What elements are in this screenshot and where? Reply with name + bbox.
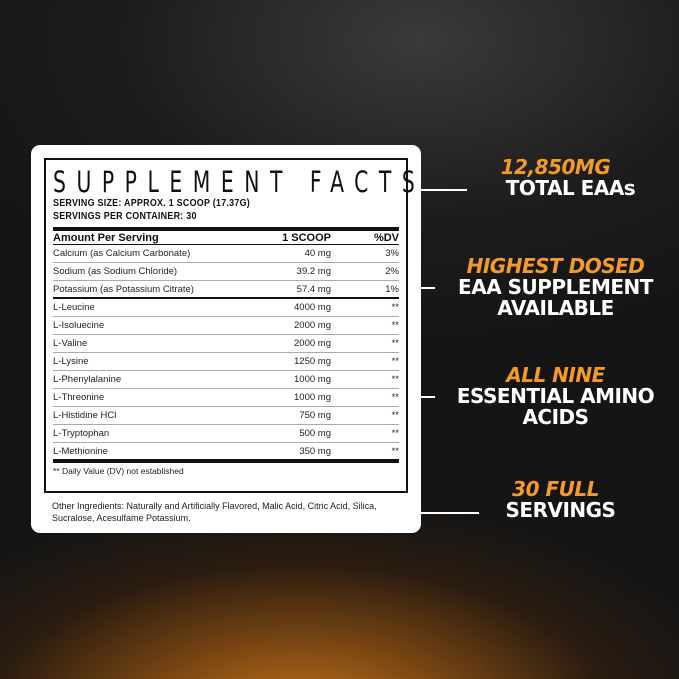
claim-text: SERVINGS [505, 498, 616, 522]
connector-line [421, 396, 435, 398]
nutrient-dv: ** [391, 392, 399, 403]
claim-highlight: 12,850MG [500, 155, 611, 179]
nutrient-dv: ** [391, 374, 399, 385]
connector-line [421, 287, 435, 289]
nutrient-name: L-Tryptophan [53, 428, 110, 439]
nutrient-dv: ** [391, 302, 399, 313]
claim-highlight: ALL NINE [506, 363, 605, 387]
nutrient-name: Potassium (as Potassium Citrate) [53, 283, 194, 295]
nutrient-name: L-Lysine [53, 356, 89, 367]
table-row: L-Isoluecine 2000 mg ** [53, 317, 399, 335]
nutrient-amount: 40 mg [304, 248, 331, 259]
nutrient-amount: 4000 mg [294, 302, 331, 313]
label-title: SUPPLEMENT FACTS [53, 165, 426, 199]
claim-text: ACIDS [522, 405, 589, 429]
claim-text: AVAILABLE [497, 296, 614, 320]
nutrient-name: L-Valine [53, 338, 88, 349]
serving-size: SERVING SIZE: APPROX. 1 SCOOP (17.37G) [53, 197, 251, 209]
table-row: L-Lysine 1250 mg ** [53, 353, 399, 371]
nutrient-name: Sodium (as Sodium Chloride) [53, 266, 178, 277]
claim-all-nine: ALL NINE ESSENTIAL AMINO ACIDS [432, 365, 679, 428]
table-row: Sodium (as Sodium Chloride) 39.2 mg 2% [53, 263, 399, 281]
nutrient-dv: 3% [385, 248, 399, 259]
table-row: L-Tryptophan 500 mg ** [53, 425, 399, 443]
claim-highlight: HIGHEST DOSED [466, 254, 645, 278]
claim-highlight: 30 FULL [512, 477, 599, 501]
nutrient-name: Calcium (as Calcium Carbonate) [53, 248, 191, 259]
table-row: L-Methionine 350 mg ** [53, 443, 399, 463]
nutrient-name: L-Isoluecine [53, 320, 105, 331]
claim-text: EAA SUPPLEMENT [458, 275, 653, 299]
nutrient-amount: 350 mg [299, 445, 331, 457]
nutrient-name: L-Threonine [53, 392, 105, 403]
connector-line [421, 512, 479, 514]
nutrient-amount: 750 mg [299, 410, 331, 421]
header-dv: %DV [373, 231, 399, 244]
table-row: L-Valine 2000 mg ** [53, 335, 399, 353]
nutrient-dv: ** [391, 445, 399, 457]
claim-servings: 30 FULL SERVINGS [432, 479, 679, 521]
table-row: Potassium (as Potassium Citrate) 57.4 mg 1… [53, 281, 399, 299]
nutrient-amount: 57.4 mg [296, 283, 331, 295]
nutrient-amount: 1250 mg [294, 356, 331, 367]
claim-text: ESSENTIAL AMINO [456, 384, 655, 408]
header-amount: Amount Per Serving [53, 231, 159, 244]
supplement-facts-panel: SUPPLEMENT FACTS SERVING SIZE: APPROX. 1… [44, 158, 426, 493]
nutrient-dv: ** [391, 338, 399, 349]
claim-total-eaas: 12,850MG TOTAL EAAs [432, 157, 679, 199]
nutrient-name: L-Leucine [53, 302, 95, 313]
connector-line [421, 189, 467, 191]
table-row: Calcium (as Calcium Carbonate) 40 mg 3% [53, 245, 399, 263]
nutrient-dv: ** [391, 410, 399, 421]
table-header: Amount Per Serving 1 SCOOP %DV [53, 227, 399, 245]
table-row: L-Histidine HCl 750 mg ** [53, 407, 399, 425]
supplement-facts-card: SUPPLEMENT FACTS SERVING SIZE: APPROX. 1… [31, 145, 421, 533]
nutrient-amount: 1000 mg [294, 392, 331, 403]
nutrient-name: L-Phenylalanine [53, 374, 122, 385]
nutrient-dv: ** [391, 356, 399, 367]
nutrient-dv: ** [391, 320, 399, 331]
nutrient-amount: 2000 mg [294, 338, 331, 349]
claim-highest-dosed: HIGHEST DOSED EAA SUPPLEMENT AVAILABLE [432, 256, 679, 319]
servings-per-container: SERVINGS PER CONTAINER: 30 [53, 210, 197, 222]
nutrient-amount: 500 mg [299, 428, 331, 439]
header-scoop: 1 SCOOP [282, 231, 331, 244]
other-ingredients: Other Ingredients: Naturally and Artific… [52, 501, 377, 523]
nutrient-dv: 2% [385, 266, 399, 277]
claim-text: TOTAL EAAs [505, 176, 636, 200]
nutrient-name: L-Methionine [53, 445, 108, 457]
nutrient-dv: 1% [385, 283, 399, 295]
nutrient-dv: ** [391, 428, 399, 439]
nutrient-amount: 2000 mg [294, 320, 331, 331]
nutrient-amount: 39.2 mg [296, 266, 331, 277]
table-row: L-Threonine 1000 mg ** [53, 389, 399, 407]
footnote: ** Daily Value (DV) not established [53, 466, 184, 476]
table-row: L-Leucine 4000 mg ** [53, 299, 399, 317]
nutrient-name: L-Histidine HCl [53, 410, 117, 421]
nutrient-amount: 1000 mg [294, 374, 331, 385]
table-row: L-Phenylalanine 1000 mg ** [53, 371, 399, 389]
